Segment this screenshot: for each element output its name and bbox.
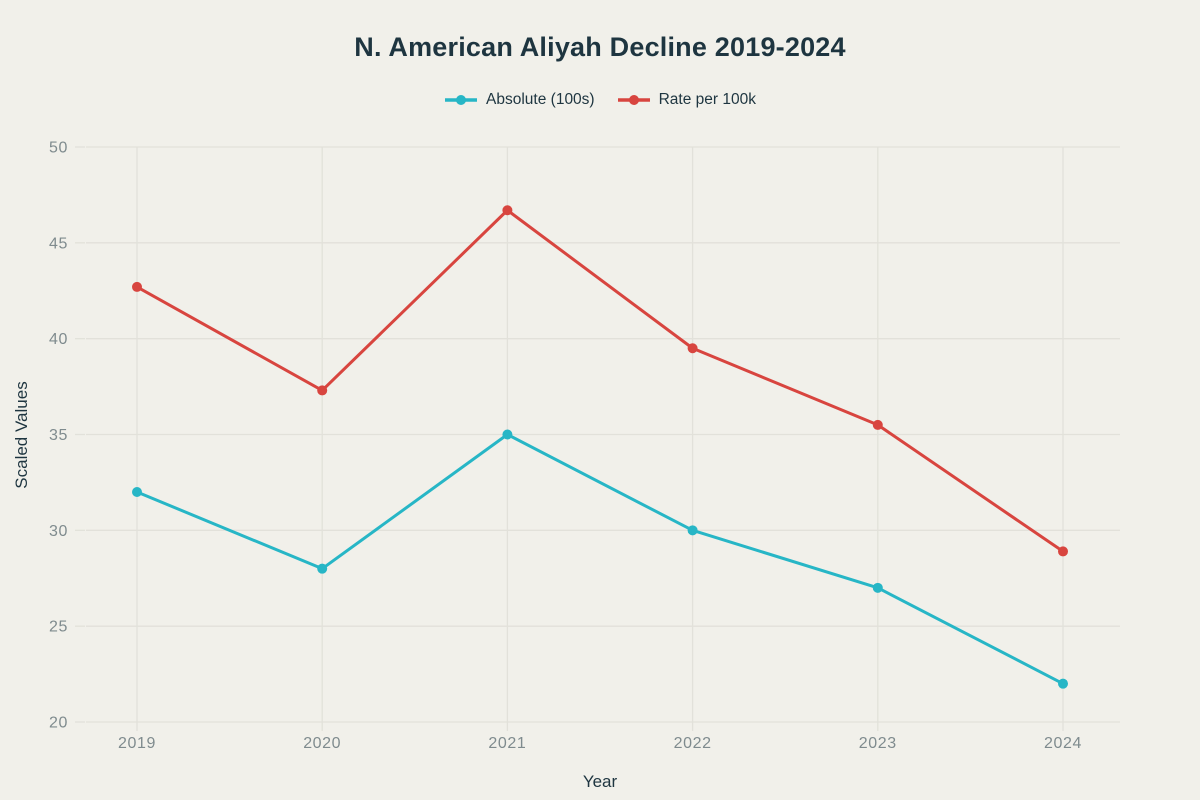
series-line[interactable] xyxy=(135,208,1065,553)
legend-label: Absolute (100s) xyxy=(486,91,595,108)
y-tick-label: 30 xyxy=(49,523,68,540)
data-point[interactable] xyxy=(1058,546,1068,557)
x-axis-title: Year xyxy=(582,772,618,791)
y-tick-label: 35 xyxy=(49,427,68,444)
y-tick-label: 50 xyxy=(49,140,68,157)
legend-item[interactable]: Rate per 100k xyxy=(617,91,756,109)
legend-label: Rate per 100k xyxy=(658,91,756,108)
y-tick-label: 20 xyxy=(49,715,68,732)
legend-marker-icon xyxy=(617,95,650,105)
data-point[interactable] xyxy=(317,385,328,396)
data-point[interactable] xyxy=(132,487,142,497)
series-line[interactable] xyxy=(135,433,1065,686)
y-axis-title: Scaled Values xyxy=(12,381,31,489)
data-point[interactable] xyxy=(502,429,513,440)
x-tick-label: 2023 xyxy=(859,735,897,752)
y-tick-label: 40 xyxy=(49,331,68,348)
chart-title: N. American Aliyah Decline 2019-2024 xyxy=(354,32,846,62)
data-point[interactable] xyxy=(132,281,142,292)
legend: Absolute (100s) Rate per 100k xyxy=(0,91,1200,109)
x-tick-label: 2024 xyxy=(1044,735,1082,752)
y-tick-label: 25 xyxy=(49,619,68,636)
x-tick-label: 2021 xyxy=(488,735,526,752)
x-tick-label: 2019 xyxy=(118,735,156,752)
legend-item[interactable]: Absolute (100s) xyxy=(444,91,595,109)
data-point[interactable] xyxy=(1058,678,1068,689)
data-point[interactable] xyxy=(502,205,513,216)
x-tick-label: 2022 xyxy=(674,735,712,752)
x-tick-label: 2020 xyxy=(303,735,341,752)
data-point[interactable] xyxy=(687,343,698,354)
data-point[interactable] xyxy=(317,563,328,574)
data-point[interactable] xyxy=(872,582,883,593)
legend-marker-icon xyxy=(445,95,478,105)
data-point[interactable] xyxy=(872,419,883,430)
data-point[interactable] xyxy=(687,525,698,536)
y-tick-label: 45 xyxy=(49,235,68,252)
